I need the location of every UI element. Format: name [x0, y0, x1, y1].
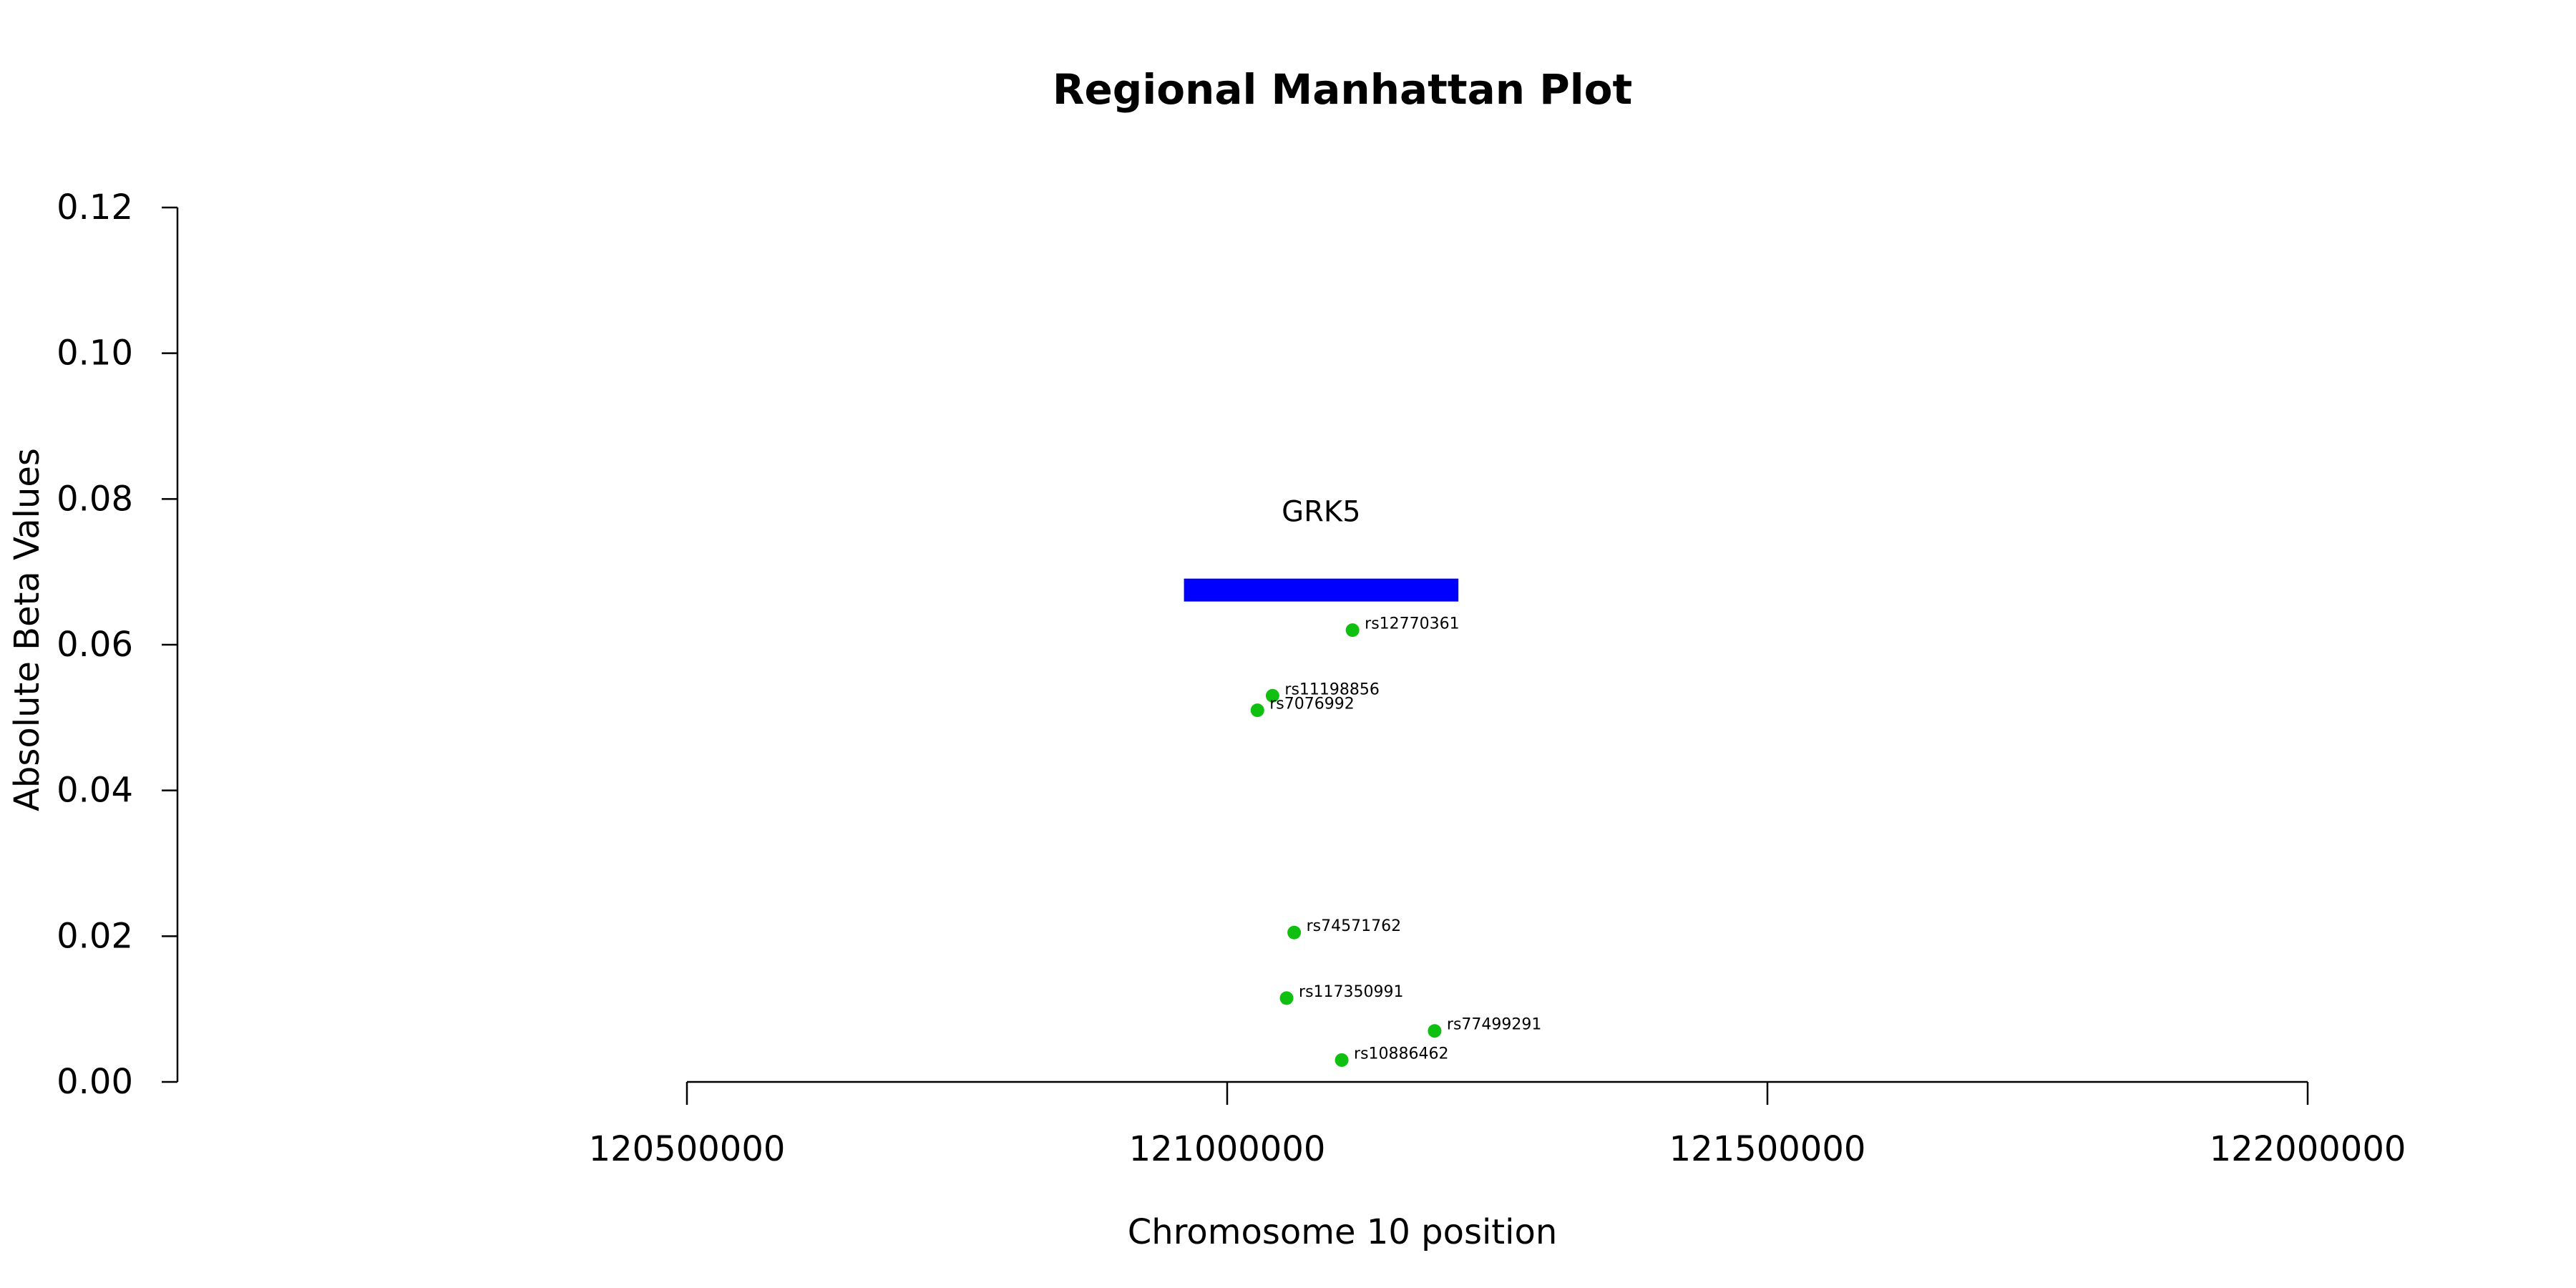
y-axis-title: Absolute Beta Values: [7, 448, 47, 811]
snp-label: rs77499291: [1447, 1016, 1541, 1034]
x-axis: 120500000 121000000 121500000 122000000: [589, 1080, 2406, 1169]
y-tick-label: 0.12: [57, 187, 133, 228]
snp-point: [1279, 991, 1294, 1005]
snp-label: rs12770361: [1365, 615, 1459, 633]
x-tick-label: 122000000: [2210, 1129, 2406, 1169]
y-tick-label: 0.04: [57, 771, 133, 811]
y-tick-label: 0.10: [57, 333, 133, 374]
snp-label: rs11198856: [1284, 680, 1379, 698]
snp-label: rs74571762: [1307, 917, 1401, 935]
snp-point: [1345, 623, 1360, 638]
y-tick-label: 0.08: [57, 479, 133, 519]
gene-track: GRK5: [1184, 496, 1459, 602]
x-tick-label: 121500000: [1669, 1129, 1866, 1169]
y-tick-label: 0.02: [57, 916, 133, 956]
gene-bar: [1184, 578, 1459, 602]
x-tick-label: 121000000: [1129, 1129, 1326, 1169]
snp-point: [1428, 1024, 1442, 1038]
snp-point: [1250, 703, 1264, 718]
y-axis: 0.00 0.02 0.04 0.06 0.08 0.10 0.12: [57, 187, 179, 1102]
y-tick-label: 0.06: [57, 625, 133, 665]
snp-label: rs117350991: [1299, 983, 1403, 1001]
gene-label: GRK5: [1282, 496, 1360, 529]
snp-label: rs10886462: [1354, 1045, 1448, 1063]
chart-title: Regional Manhattan Plot: [1053, 65, 1632, 114]
x-tick-label: 120500000: [589, 1129, 786, 1169]
snp-point: [1335, 1053, 1349, 1067]
snp-point: [1287, 925, 1302, 940]
snp-label: rs7076992: [1269, 696, 1355, 713]
y-tick-label: 0.00: [57, 1062, 133, 1102]
snp-point: [1265, 688, 1279, 703]
x-axis-title: Chromosome 10 position: [1128, 1212, 1558, 1252]
